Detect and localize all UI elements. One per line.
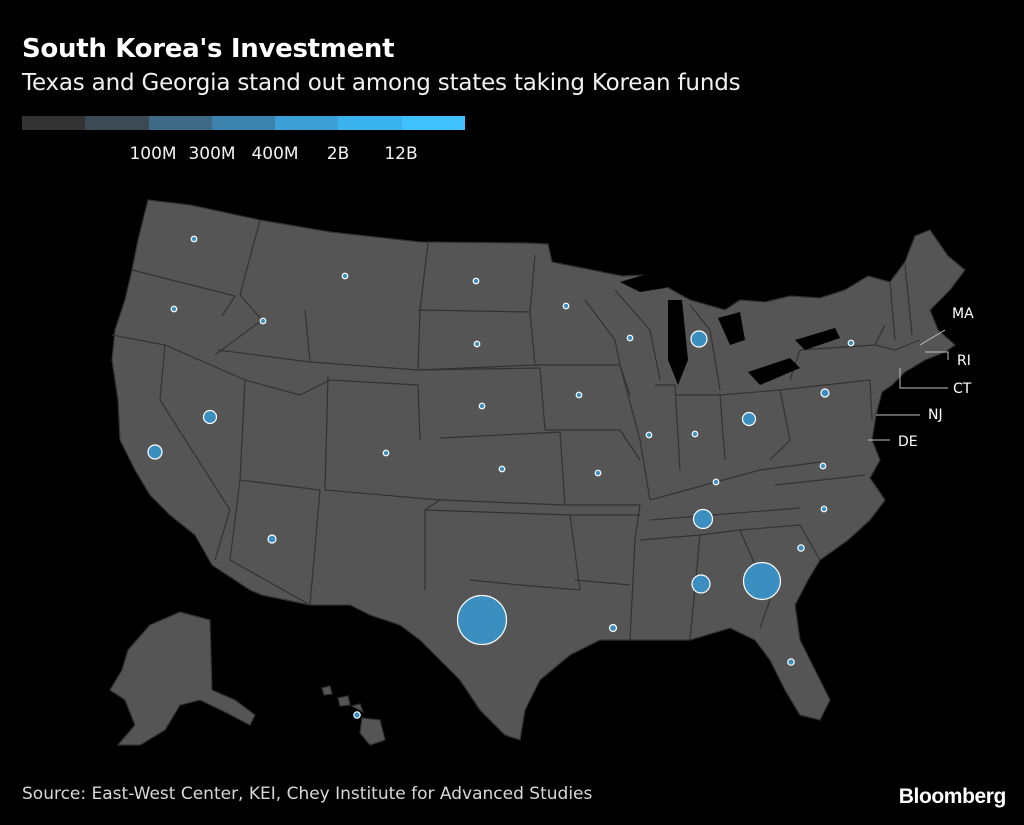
legend-swatch-7 xyxy=(401,116,465,130)
bubble-south-carolina xyxy=(797,544,805,552)
bubble-minnesota xyxy=(562,302,570,310)
legend-label-100m: 100M xyxy=(129,144,177,164)
bubble-washington xyxy=(190,235,198,243)
callout-label-de: DE xyxy=(898,434,918,450)
bubble-idaho xyxy=(259,317,267,325)
legend-label-300m: 300M xyxy=(188,144,236,164)
callout-label-ri: RI xyxy=(957,353,971,369)
bubble-montana xyxy=(341,272,349,280)
bubble-illinois xyxy=(645,431,653,439)
callout-label-ma: MA xyxy=(952,306,974,322)
us-map: MA RI CT NJ DE xyxy=(109,199,974,746)
legend-swatch-3 xyxy=(148,116,212,130)
alaska xyxy=(109,611,256,746)
bubble-alabama xyxy=(691,574,711,594)
chart-subtitle: Texas and Georgia stand out among states… xyxy=(22,70,741,96)
bubble-tennessee xyxy=(692,508,714,530)
callout-line-ma xyxy=(919,329,946,346)
hawaii xyxy=(321,685,386,746)
legend-swatch-4 xyxy=(211,116,276,130)
bubble-north-dakota xyxy=(472,277,480,285)
bubble-north-carolina xyxy=(820,505,828,513)
callout-line-ri xyxy=(925,351,949,360)
legend-swatch-1 xyxy=(22,116,86,130)
bubble-ohio xyxy=(741,411,757,427)
legend-labels: 100M 300M 400M 2B 12B xyxy=(22,144,465,168)
bubble-texas xyxy=(456,594,508,646)
bubble-oregon xyxy=(170,305,178,313)
legend-swatch-5 xyxy=(275,116,339,130)
bubble-hawaii xyxy=(353,711,361,719)
bloomberg-logo: Bloomberg xyxy=(898,785,1007,808)
legend-label-12b: 12B xyxy=(384,144,418,164)
bubble-indiana xyxy=(691,430,699,438)
legend-swatch-2 xyxy=(85,116,149,130)
bubble-kansas xyxy=(498,465,506,473)
legend-swatch-6 xyxy=(338,116,402,130)
bubble-california xyxy=(147,444,163,460)
bubble-florida xyxy=(787,658,795,666)
bubble-georgia xyxy=(742,561,782,601)
contiguous-us xyxy=(111,199,966,741)
callout-line-ct xyxy=(899,368,948,389)
legend-label-2b: 2B xyxy=(326,144,350,164)
callout-label-nj: NJ xyxy=(928,407,943,423)
bubble-arizona xyxy=(267,534,277,544)
color-legend-bar xyxy=(22,116,465,130)
great-lakes xyxy=(620,270,840,385)
bubble-virginia xyxy=(819,462,827,470)
chart-title: South Korea's Investment xyxy=(22,34,395,64)
bubble-michigan xyxy=(690,330,708,348)
legend-label-400m: 400M xyxy=(251,144,299,164)
bubble-iowa xyxy=(575,391,583,399)
source-note: Source: East-West Center, KEI, Chey Inst… xyxy=(22,784,593,804)
investment-bubbles xyxy=(147,235,855,719)
bubble-south-dakota xyxy=(473,340,481,348)
callout-label-ct: CT xyxy=(953,381,972,397)
bubble-wisconsin xyxy=(626,334,634,342)
bubble-new-york xyxy=(847,339,855,347)
bubble-nebraska xyxy=(478,402,486,410)
bubble-louisiana xyxy=(608,623,618,633)
bubble-colorado xyxy=(382,449,390,457)
bubble-kentucky xyxy=(712,478,720,486)
state-callouts: MA RI CT NJ DE xyxy=(868,306,974,450)
state-borders xyxy=(111,219,921,641)
bubble-pennsylvania xyxy=(820,388,830,398)
bubble-nevada xyxy=(202,409,218,425)
bubble-missouri xyxy=(594,469,602,477)
